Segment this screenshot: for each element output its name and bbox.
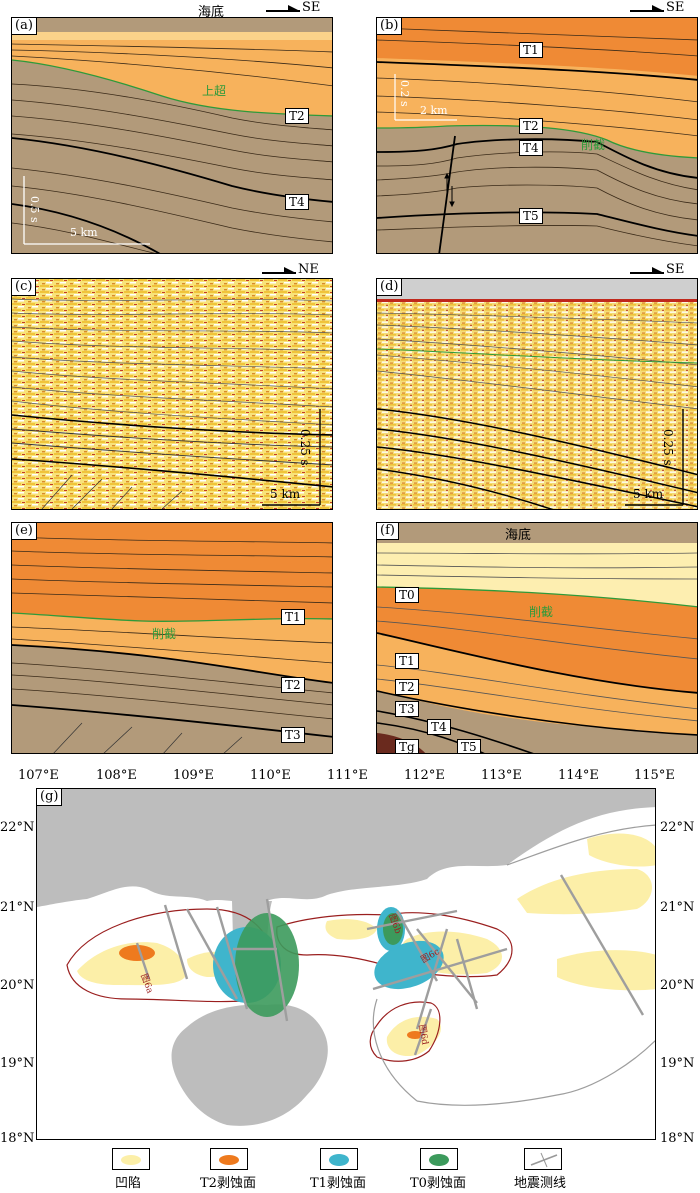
t2-swatch-icon [219, 1155, 239, 1165]
direction-arrow-icon [266, 4, 300, 12]
panel-f: (f) 海底 T0 削截 T1 T2 T3 T4 T5 Tg [376, 522, 698, 754]
panel-d: (d) 0.25 s 5 km [376, 278, 698, 510]
t2-erosion-surface-east [407, 1031, 423, 1039]
hainan-island [171, 1004, 328, 1126]
panel-f-section [377, 523, 697, 753]
t2-erosion-surface-west [119, 945, 155, 961]
horizon-t0: T0 [395, 587, 419, 603]
horizon-t1: T1 [281, 609, 305, 625]
panel-e-section [12, 523, 332, 753]
sag-swatch-icon [121, 1155, 141, 1165]
horizon-t2: T2 [285, 108, 309, 124]
t1-swatch-icon [329, 1154, 349, 1166]
panel-f-label: (f) [377, 523, 399, 540]
horizon-t5: T5 [519, 208, 543, 224]
scale-horizontal: 2 km [420, 104, 448, 117]
panel-b: (b) T1 T2 T4 T5 削截 0.2 s 2 km [376, 17, 698, 254]
panel-d-seismic [377, 279, 697, 509]
t0-swatch-icon [429, 1154, 449, 1166]
horizon-t1: T1 [519, 42, 543, 58]
t0-erosion-surface-east [383, 913, 403, 945]
panel-f-header: 海底 [505, 528, 532, 543]
horizon-tg: Tg [395, 739, 419, 753]
profile-label-6d: 图6d [416, 1024, 430, 1046]
scale-horizontal: 5 km [70, 226, 98, 239]
scale-vertical: 0.25 s [661, 429, 675, 466]
panel-a-section [12, 18, 332, 253]
direction-arrow-icon [262, 266, 296, 274]
horizon-t5: T5 [457, 739, 481, 753]
seismic-line-swatch-icon [530, 1152, 558, 1168]
panel-b-label: (b) [377, 18, 403, 35]
direction-arrow-icon [630, 4, 664, 12]
map-svg: 图6a 图6b 图6c 图6d [37, 789, 655, 1139]
scale-horizontal: 5 km [270, 487, 301, 501]
mainland-landmass [37, 789, 655, 907]
annotation-truncation: 削截 [529, 605, 554, 619]
panel-a: (a) 上超 T2 T4 0.5 s 5 km [11, 17, 333, 254]
panel-a-header: 海底 [198, 1, 225, 20]
annotation-onlap: 上超 [202, 84, 227, 98]
annotation-truncation: 削截 [581, 138, 606, 152]
horizon-t3: T3 [281, 727, 305, 743]
scale-vertical: 0.5 s [28, 196, 41, 223]
horizon-t2: T2 [519, 118, 543, 134]
panel-c-label: (c) [12, 279, 37, 296]
panel-c: (c) 0.25 s 5 km [11, 278, 333, 510]
map-label: (g) [37, 789, 63, 806]
panel-d-label: (d) [377, 279, 403, 296]
direction-arrow-icon [630, 266, 664, 274]
panel-c-seismic [12, 279, 332, 509]
scale-vertical: 0.25 s [298, 429, 312, 466]
horizon-t3: T3 [395, 701, 419, 717]
panel-b-direction: SE [630, 0, 684, 15]
t1-erosion-surface-east [374, 940, 444, 990]
panel-a-direction: SE [266, 0, 320, 15]
panel-e: (e) 削截 T1 T2 T3 [11, 522, 333, 754]
horizon-t4: T4 [519, 140, 543, 156]
horizon-t4: T4 [285, 194, 309, 210]
annotation-truncation: 削截 [152, 627, 177, 641]
horizon-t4: T4 [427, 719, 451, 735]
scale-vertical: 0.2 s [398, 80, 411, 107]
scale-horizontal: 5 km [633, 487, 664, 501]
panel-d-direction: SE [630, 262, 684, 277]
panel-e-label: (e) [12, 523, 37, 540]
panel-a-label: (a) [12, 18, 37, 35]
map-panel: (g) [36, 788, 656, 1140]
horizon-t2: T2 [395, 679, 419, 695]
panel-c-direction: NE [262, 262, 319, 277]
horizon-t2: T2 [281, 677, 305, 693]
horizon-t1: T1 [395, 653, 419, 669]
